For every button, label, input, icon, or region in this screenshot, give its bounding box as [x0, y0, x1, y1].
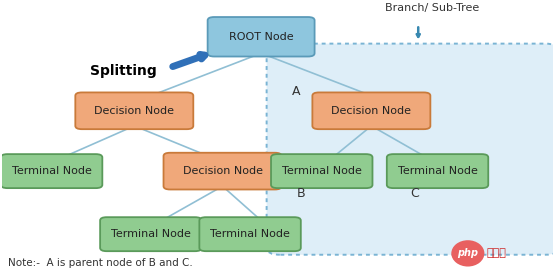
Text: Decision Node: Decision Node: [94, 106, 175, 116]
Text: B: B: [297, 187, 306, 200]
Text: Terminal Node: Terminal Node: [398, 166, 478, 176]
Text: 中文网: 中文网: [486, 248, 506, 258]
FancyBboxPatch shape: [387, 154, 488, 188]
FancyBboxPatch shape: [266, 44, 554, 255]
FancyBboxPatch shape: [163, 153, 281, 190]
Text: C: C: [410, 187, 419, 200]
Text: Note:-  A is parent node of B and C.: Note:- A is parent node of B and C.: [8, 258, 192, 269]
FancyBboxPatch shape: [1, 154, 102, 188]
FancyBboxPatch shape: [312, 92, 430, 129]
Text: Splitting: Splitting: [90, 64, 157, 78]
FancyBboxPatch shape: [271, 154, 372, 188]
Text: Decision Node: Decision Node: [182, 166, 263, 176]
Text: A: A: [291, 86, 300, 99]
Text: Terminal Node: Terminal Node: [12, 166, 91, 176]
Text: Terminal Node: Terminal Node: [282, 166, 362, 176]
Text: Terminal Node: Terminal Node: [210, 229, 290, 239]
FancyBboxPatch shape: [208, 17, 315, 57]
FancyBboxPatch shape: [75, 92, 193, 129]
Text: Decision Node: Decision Node: [331, 106, 412, 116]
Text: Terminal Node: Terminal Node: [111, 229, 191, 239]
Text: ROOT Node: ROOT Node: [229, 32, 294, 42]
FancyBboxPatch shape: [199, 217, 301, 251]
Text: php: php: [458, 248, 478, 258]
Ellipse shape: [452, 240, 484, 267]
Text: Branch/ Sub-Tree: Branch/ Sub-Tree: [385, 4, 479, 14]
FancyBboxPatch shape: [100, 217, 202, 251]
